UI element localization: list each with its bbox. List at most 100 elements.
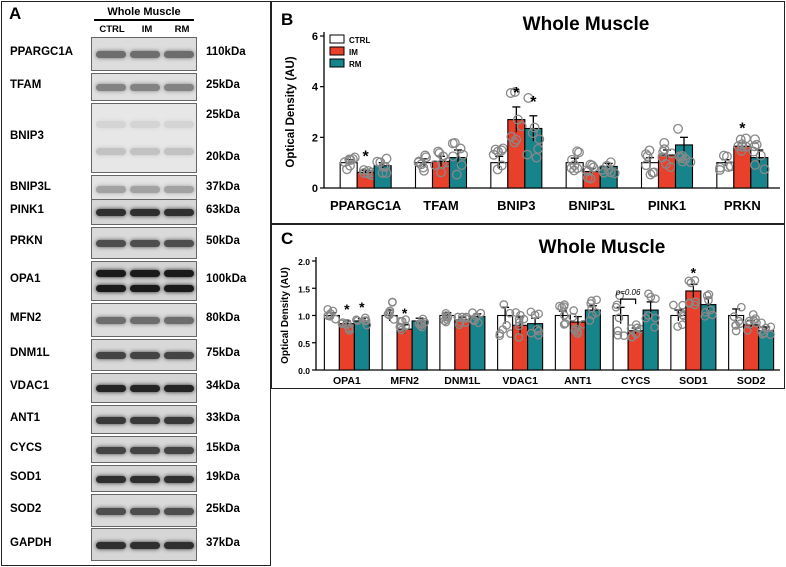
data-point: [339, 157, 350, 168]
data-point: [611, 302, 621, 312]
data-point: [585, 173, 596, 184]
data-point: [685, 298, 694, 308]
data-point: [434, 148, 445, 159]
legend-label-rm: RM: [349, 60, 362, 69]
data-point: [492, 164, 503, 175]
blot-group-underline: [94, 19, 194, 21]
protein-label-ant1: ANT1: [10, 411, 41, 424]
data-point: [766, 330, 775, 340]
blot-bnip3: [91, 103, 197, 173]
data-point: [749, 316, 758, 325]
protein-label-prkn: PRKN: [10, 235, 43, 247]
data-point: [659, 137, 670, 148]
data-point: [511, 308, 521, 317]
mw-label-sod2: 25kDa: [206, 502, 240, 515]
data-point: [567, 154, 577, 165]
data-point: [569, 165, 580, 176]
data-point: [388, 297, 397, 307]
data-point: [396, 316, 405, 326]
data-point: [729, 312, 739, 322]
data-point: [530, 310, 540, 320]
mw-label-ppargc1a: 110kDa: [206, 46, 246, 58]
mw-label-bnip3l: 37kDa: [206, 181, 240, 193]
data-point: [752, 318, 761, 328]
data-point: [631, 320, 641, 329]
data-point: [360, 316, 370, 326]
data-point: [684, 276, 694, 286]
data-point: [572, 146, 583, 157]
panel-label-b: B: [281, 10, 294, 29]
data-point: [533, 143, 544, 154]
data-point: [447, 138, 458, 149]
data-point: [362, 320, 372, 330]
mw-label-dnm1l: 75kDa: [206, 347, 240, 359]
data-point: [735, 134, 746, 145]
mw-label-bnip3-lower: 20kDa: [206, 151, 240, 163]
data-point: [421, 152, 431, 163]
data-point: [469, 316, 479, 326]
blot-group-header: Whole Muscle: [107, 6, 181, 18]
significance-star: *: [402, 305, 408, 321]
protein-label-pink1: PINK1: [10, 204, 44, 216]
panel-label-a: A: [9, 4, 22, 23]
protein-label-mfn2: MFN2: [10, 312, 42, 324]
data-point: [358, 165, 369, 176]
data-point: [641, 160, 651, 171]
data-point: [704, 290, 714, 299]
x-tick-label-opa1: OPA1: [333, 375, 361, 387]
data-point: [560, 319, 570, 328]
data-point: [511, 134, 522, 145]
data-point: [493, 146, 503, 157]
panel-b-chart: B Whole Muscle Optical Density (AU) 0 2 4 6 PP…: [271, 1, 785, 224]
data-point: [526, 328, 536, 338]
data-point: [383, 309, 393, 319]
protein-label-bnip3l: BNIP3L: [10, 181, 51, 193]
blot-gapdh: [91, 528, 197, 561]
data-point: [455, 143, 466, 154]
data-point: [613, 326, 623, 336]
data-point: [345, 160, 355, 171]
protein-label-cycs: CYCS: [10, 441, 42, 454]
bar-opa1-ctrl: [323, 314, 340, 371]
mw-label-ant1: 33kDa: [206, 411, 240, 424]
data-point: [643, 311, 653, 320]
data-point: [585, 316, 595, 325]
panel-c-chart: C Whole Muscle Optical Density (AU) 0.0 0.5…: [271, 224, 785, 389]
y-tick-label: 1.0: [298, 312, 310, 322]
data-point: [418, 314, 428, 324]
mw-label-sod1: 19kDa: [206, 470, 240, 483]
data-point: [645, 169, 656, 180]
x-tick-label-sod1: SOD1: [679, 375, 708, 387]
data-point: [627, 332, 637, 342]
y-tick-label: 0.5: [298, 339, 310, 349]
significance-star: *: [363, 148, 370, 165]
data-point: [381, 168, 392, 179]
data-point: [516, 310, 525, 320]
data-point: [673, 123, 683, 134]
data-point: [613, 330, 623, 340]
data-point: [381, 153, 392, 164]
legend-label-ctrl: CTRL: [349, 36, 370, 45]
chart-title: Whole Muscle: [539, 237, 666, 258]
data-point: [417, 322, 427, 332]
data-point: [680, 154, 691, 164]
protein-label-vdac1: VDAC1: [10, 380, 49, 392]
x-tick-label-dnm1l: DNM1L: [444, 375, 481, 387]
data-point: [437, 158, 448, 169]
x-tick-label-mfn2: MFN2: [390, 375, 419, 387]
x-tick-label-sod2: SOD2: [737, 375, 766, 387]
x-tick-label-ant1: ANT1: [564, 375, 592, 387]
data-point: [457, 312, 467, 322]
data-point: [736, 319, 745, 328]
chart-title: Whole Muscle: [523, 14, 650, 35]
data-point: [751, 314, 760, 323]
mw-label-bnip3: 25kDa: [206, 109, 240, 121]
y-axis-label: Optical Density (AU): [280, 267, 291, 364]
data-point: [509, 137, 520, 148]
data-point: [499, 300, 509, 309]
blot-tfam: [91, 73, 197, 101]
data-point: [659, 144, 670, 155]
data-point: [571, 324, 580, 333]
data-point: [505, 308, 515, 318]
data-point: [448, 151, 459, 162]
